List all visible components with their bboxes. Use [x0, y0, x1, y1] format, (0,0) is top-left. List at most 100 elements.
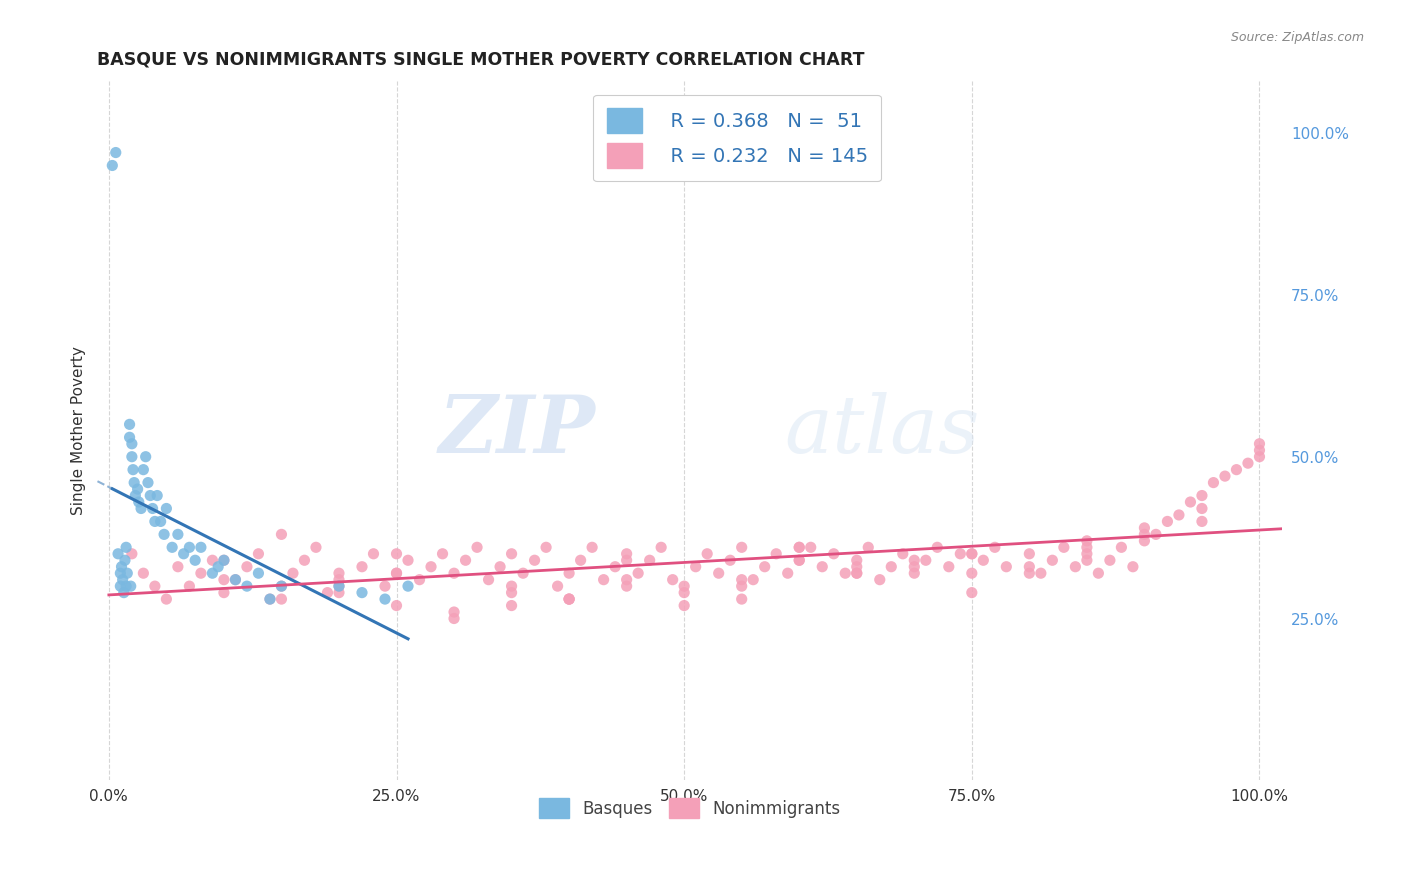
Point: [811, 559, 834, 574]
Point: [616, 553, 638, 567]
Point: [685, 559, 707, 574]
Point: [443, 566, 465, 581]
Point: [1122, 559, 1144, 574]
Point: [787, 541, 810, 555]
Point: [512, 566, 534, 581]
Point: [558, 592, 581, 607]
Point: [142, 501, 165, 516]
Point: [661, 573, 683, 587]
Point: [1076, 547, 1098, 561]
Point: [270, 579, 292, 593]
Point: [1076, 553, 1098, 567]
Point: [673, 585, 696, 599]
Point: [110, 559, 132, 574]
Point: [501, 599, 523, 613]
Point: [167, 559, 190, 574]
Point: [1191, 501, 1213, 516]
Point: [121, 547, 143, 561]
Point: [143, 515, 166, 529]
Point: [122, 475, 145, 490]
Point: [891, 547, 914, 561]
Point: [834, 566, 856, 581]
Point: [731, 579, 754, 593]
Point: [1053, 541, 1076, 555]
Point: [110, 566, 132, 581]
Point: [328, 579, 350, 593]
Point: [845, 553, 868, 567]
Point: [270, 527, 292, 541]
Point: [201, 566, 224, 581]
Point: [1168, 508, 1191, 522]
Point: [1111, 541, 1133, 555]
Point: [135, 450, 157, 464]
Point: [800, 541, 823, 555]
Point: [212, 553, 235, 567]
Point: [374, 592, 396, 607]
Point: [110, 579, 132, 593]
Point: [1064, 559, 1087, 574]
Point: [1213, 469, 1236, 483]
Point: [650, 541, 672, 555]
Point: [1191, 489, 1213, 503]
Point: [696, 547, 718, 561]
Point: [132, 463, 155, 477]
Point: [120, 579, 142, 593]
Point: [845, 566, 868, 581]
Point: [155, 501, 177, 516]
Point: [845, 559, 868, 574]
Point: [731, 541, 754, 555]
Point: [247, 566, 270, 581]
Point: [858, 541, 880, 555]
Point: [396, 579, 419, 593]
Point: [787, 553, 810, 567]
Point: [616, 573, 638, 587]
Point: [155, 592, 177, 607]
Point: [823, 547, 845, 561]
Point: [190, 541, 212, 555]
Point: [259, 592, 281, 607]
Point: [787, 553, 810, 567]
Text: BASQUE VS NONIMMIGRANTS SINGLE MOTHER POVERTY CORRELATION CHART: BASQUE VS NONIMMIGRANTS SINGLE MOTHER PO…: [97, 51, 865, 69]
Point: [1133, 521, 1156, 535]
Point: [523, 553, 546, 567]
Legend: Basques, Nonimmigrants: Basques, Nonimmigrants: [533, 792, 848, 824]
Point: [547, 579, 569, 593]
Point: [117, 566, 139, 581]
Point: [207, 559, 229, 574]
Point: [501, 585, 523, 599]
Point: [903, 553, 925, 567]
Point: [115, 541, 138, 555]
Point: [465, 541, 488, 555]
Point: [420, 559, 443, 574]
Point: [136, 475, 159, 490]
Point: [1225, 463, 1247, 477]
Point: [160, 541, 183, 555]
Point: [903, 559, 925, 574]
Point: [374, 579, 396, 593]
Point: [190, 566, 212, 581]
Point: [765, 547, 787, 561]
Point: [616, 547, 638, 561]
Point: [1018, 559, 1040, 574]
Point: [328, 585, 350, 599]
Point: [132, 566, 155, 581]
Point: [1087, 566, 1109, 581]
Point: [129, 501, 152, 516]
Point: [224, 573, 246, 587]
Point: [236, 579, 259, 593]
Point: [742, 573, 765, 587]
Point: [153, 527, 176, 541]
Point: [270, 592, 292, 607]
Point: [350, 585, 373, 599]
Point: [605, 559, 627, 574]
Point: [124, 489, 146, 503]
Point: [627, 566, 650, 581]
Point: [1076, 541, 1098, 555]
Point: [1076, 533, 1098, 548]
Point: [122, 463, 145, 477]
Point: [960, 585, 983, 599]
Point: [127, 482, 149, 496]
Text: ZIP: ZIP: [439, 392, 595, 469]
Point: [179, 579, 201, 593]
Point: [1191, 515, 1213, 529]
